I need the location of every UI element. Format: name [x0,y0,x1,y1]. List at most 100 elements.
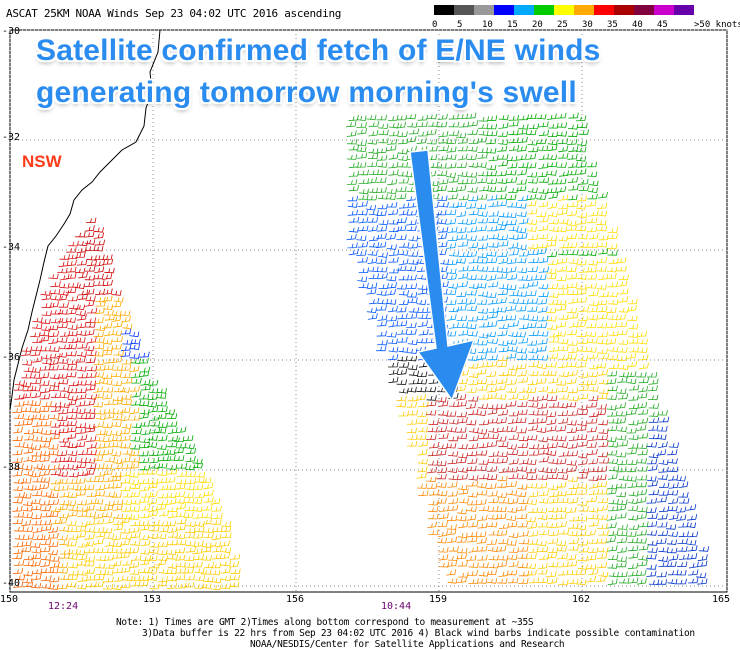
wind-barb [557,553,568,560]
wind-barb [555,331,567,337]
wind-barb [30,484,42,491]
wind-barb [50,392,62,398]
wind-barb [184,555,195,561]
wind-barb [496,506,507,513]
wind-barb [496,306,507,313]
wind-barb [497,492,508,499]
wind-barb [476,410,487,416]
wind-barb [558,569,569,576]
wind-barb [75,310,86,316]
legend-tick-label: 15 [507,20,518,30]
wind-barb [437,490,448,497]
legend-tick-label: 25 [557,20,568,30]
wind-barb [477,522,488,529]
wind-barb [488,554,499,561]
wind-barb [50,353,61,359]
wind-barb [506,370,517,376]
wind-barb [14,400,25,407]
wind-barb [58,427,69,433]
wind-barb [93,273,104,280]
wind-barb [537,521,548,528]
wind-barb [396,186,407,193]
wind-barb [467,570,478,576]
wind-barb [478,459,489,465]
wind-barb [102,288,113,295]
wind-barb [58,302,69,308]
wind-barb [67,253,78,260]
wind-barb [557,402,569,409]
wind-barb [112,336,123,342]
wind-barb [616,537,628,544]
wind-barb [546,362,557,368]
wind-barb [526,569,537,576]
wind-barb [436,209,447,216]
wind-barb [566,242,578,249]
wind-barb [536,482,548,489]
wind-barb [112,380,123,387]
wind-barb [637,443,648,450]
wind-barb [221,547,232,554]
wind-barb [32,568,43,575]
wind-barb [448,283,459,289]
wind-barb [368,169,379,175]
wind-barb [368,148,379,154]
wind-barb [67,574,78,580]
wind-barb [104,314,115,321]
wind-barb [576,296,588,303]
wind-barb [203,489,214,497]
wind-barb [696,572,707,579]
wind-barb [657,530,669,536]
wind-barb [57,478,68,484]
wind-barb [203,527,214,533]
wind-barb [547,202,558,209]
wind-barb [77,449,89,456]
wind-barb [368,242,380,248]
wind-barb [417,114,428,121]
wind-barb [607,291,618,298]
wind-barb [32,476,43,483]
wind-barb [436,396,447,403]
wind-barb [229,575,240,581]
legend-swatch [514,5,534,15]
wind-barb [477,514,488,521]
wind-barb [139,442,150,449]
wind-barb [477,482,487,489]
wind-barb [93,392,105,399]
wind-barb [156,428,167,434]
wind-barb [538,283,549,290]
wind-barb [597,393,608,400]
wind-barb [668,513,679,520]
wind-barb [129,514,140,520]
pass-time-left: 12:24 [48,601,79,612]
wind-barb [40,386,51,394]
wind-barb [396,225,407,232]
wind-barb [527,379,538,386]
wind-barb [203,482,214,490]
wind-barb [546,370,557,377]
wind-barb [93,331,104,338]
wind-barb [113,350,125,356]
wind-barb [568,434,579,441]
wind-barb [406,265,417,272]
wind-barb [416,299,427,306]
wind-barb [478,333,489,339]
wind-barb [458,498,469,504]
wind-barb [658,466,669,473]
wind-barb [507,490,518,496]
wind-barb [615,313,626,321]
wind-barb [94,343,105,350]
wind-barb [416,371,428,377]
wind-barb [407,395,419,402]
wind-barb [138,457,150,464]
wind-barb [557,410,569,416]
wind-barb [138,393,150,400]
wind-barb [398,410,409,417]
wind-barb [23,554,35,561]
wind-barb [607,233,618,240]
wind-barb [426,483,438,489]
lat-tick-30: -30 [2,26,21,37]
wind-barb [396,217,407,224]
wind-barb [21,493,32,499]
wind-barb [13,478,25,484]
wind-barb [175,524,186,531]
